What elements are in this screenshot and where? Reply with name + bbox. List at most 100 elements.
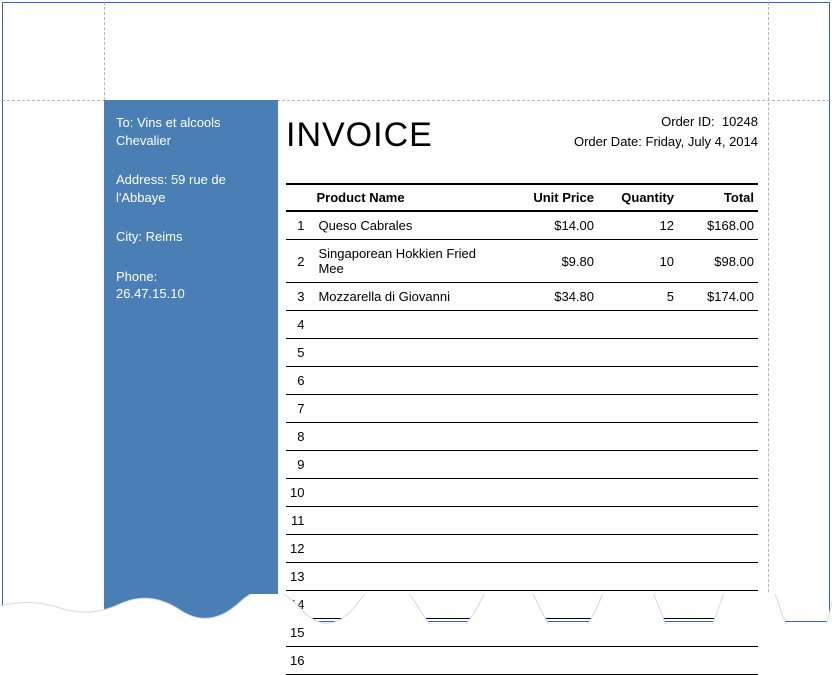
table-body: 1Queso Cabrales$14.0012$168.002Singapore…	[286, 211, 758, 675]
table-row: 2Singaporean Hokkien Fried Mee$9.8010$98…	[286, 240, 758, 283]
cell-unit-price	[508, 647, 598, 675]
cell-product-name	[312, 591, 508, 619]
cell-unit-price: $34.80	[508, 283, 598, 311]
cell-unit-price: $14.00	[508, 211, 598, 240]
col-unit-price: Unit Price	[508, 184, 598, 211]
cell-unit-price: $9.80	[508, 240, 598, 283]
cell-product-name	[312, 395, 508, 423]
row-number: 1	[286, 211, 312, 240]
row-number: 14	[286, 591, 312, 619]
row-number: 15	[286, 619, 312, 647]
table-row: 1Queso Cabrales$14.0012$168.00	[286, 211, 758, 240]
cell-quantity	[598, 395, 678, 423]
row-number: 6	[286, 367, 312, 395]
cell-quantity	[598, 479, 678, 507]
cell-total	[678, 451, 758, 479]
cell-unit-price	[508, 451, 598, 479]
cell-product-name: Singaporean Hokkien Fried Mee	[312, 240, 508, 283]
row-number: 3	[286, 283, 312, 311]
cell-quantity	[598, 423, 678, 451]
cell-quantity	[598, 591, 678, 619]
order-date-value: Friday, July 4, 2014	[646, 134, 758, 149]
customer-sidebar: To: Vins et alcools Chevalier Address: 5…	[104, 100, 278, 624]
table-row: 9	[286, 451, 758, 479]
cell-quantity	[598, 647, 678, 675]
cell-unit-price	[508, 535, 598, 563]
row-number: 5	[286, 339, 312, 367]
table-row: 14	[286, 591, 758, 619]
table-row: 3Mozzarella di Giovanni$34.805$174.00	[286, 283, 758, 311]
cell-total	[678, 367, 758, 395]
cell-total	[678, 619, 758, 647]
row-number: 12	[286, 535, 312, 563]
cell-quantity: 10	[598, 240, 678, 283]
cell-total	[678, 647, 758, 675]
cell-quantity	[598, 507, 678, 535]
row-number: 16	[286, 647, 312, 675]
row-number: 9	[286, 451, 312, 479]
cell-product-name	[312, 535, 508, 563]
city-value: Reims	[146, 229, 183, 244]
cell-product-name	[312, 339, 508, 367]
cell-total	[678, 507, 758, 535]
col-product: Product Name	[312, 184, 508, 211]
address-label: Address:	[116, 172, 167, 187]
customer-city: City: Reims	[116, 228, 266, 246]
row-number: 2	[286, 240, 312, 283]
cell-unit-price	[508, 423, 598, 451]
cell-quantity	[598, 619, 678, 647]
customer-address: Address: 59 rue de l'Abbaye	[116, 171, 266, 206]
customer-to: To: Vins et alcools Chevalier	[116, 114, 266, 149]
cell-total	[678, 591, 758, 619]
phone-label: Phone:	[116, 269, 157, 284]
col-total: Total	[678, 184, 758, 211]
invoice-main: INVOICE Order ID: 10248 Order Date: Frid…	[278, 100, 768, 624]
table-row: 15	[286, 619, 758, 647]
order-id-line: Order ID: 10248	[574, 112, 758, 132]
cell-product-name	[312, 647, 508, 675]
table-row: 10	[286, 479, 758, 507]
cell-unit-price	[508, 339, 598, 367]
order-date-line: Order Date: Friday, July 4, 2014	[574, 132, 758, 152]
cell-total	[678, 395, 758, 423]
row-number: 10	[286, 479, 312, 507]
cell-quantity	[598, 451, 678, 479]
table-row: 6	[286, 367, 758, 395]
cell-product-name	[312, 619, 508, 647]
cell-product-name	[312, 311, 508, 339]
cell-quantity	[598, 339, 678, 367]
col-rownum	[286, 184, 312, 211]
table-row: 11	[286, 507, 758, 535]
table-row: 13	[286, 563, 758, 591]
invoice-header: INVOICE Order ID: 10248 Order Date: Frid…	[286, 110, 758, 155]
line-items-table-wrap: Product Name Unit Price Quantity Total 1…	[286, 183, 758, 675]
cell-total	[678, 479, 758, 507]
order-meta: Order ID: 10248 Order Date: Friday, July…	[574, 112, 758, 151]
table-row: 7	[286, 395, 758, 423]
margin-guide-right	[768, 2, 769, 622]
cell-total	[678, 563, 758, 591]
customer-phone: Phone: 26.47.15.10	[116, 268, 266, 303]
order-id-value: 10248	[722, 114, 758, 129]
table-row: 8	[286, 423, 758, 451]
cell-product-name	[312, 563, 508, 591]
cell-total: $168.00	[678, 211, 758, 240]
row-number: 13	[286, 563, 312, 591]
cell-unit-price	[508, 395, 598, 423]
city-label: City:	[116, 229, 142, 244]
cell-unit-price	[508, 619, 598, 647]
table-row: 5	[286, 339, 758, 367]
cell-quantity	[598, 563, 678, 591]
table-header-row: Product Name Unit Price Quantity Total	[286, 184, 758, 211]
cell-total	[678, 339, 758, 367]
row-number: 8	[286, 423, 312, 451]
cell-unit-price	[508, 479, 598, 507]
row-number: 7	[286, 395, 312, 423]
cell-unit-price	[508, 507, 598, 535]
cell-total	[678, 535, 758, 563]
cell-quantity	[598, 535, 678, 563]
cell-quantity	[598, 311, 678, 339]
col-quantity: Quantity	[598, 184, 678, 211]
cell-total: $174.00	[678, 283, 758, 311]
cell-quantity: 5	[598, 283, 678, 311]
